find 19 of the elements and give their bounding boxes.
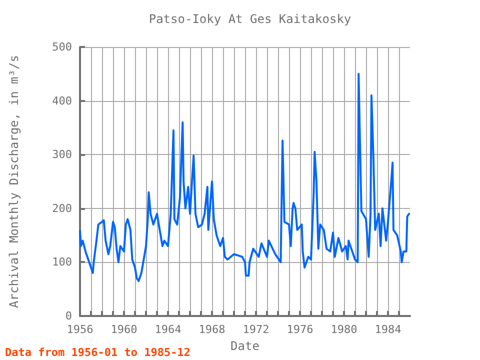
x-tick-label: 1980	[330, 323, 358, 336]
y-tick-label: 0	[65, 310, 72, 322]
chart-title: Patso-Ioky At Ges Kaitakosky	[148, 12, 352, 26]
x-tick-label: 1964	[154, 323, 182, 336]
x-axis-title: Date	[230, 338, 260, 353]
x-tick-label: 1960	[110, 323, 138, 336]
x-tick-label: 1976	[286, 323, 314, 336]
y-tick-label: 500	[52, 40, 72, 54]
line-series	[79, 72, 410, 282]
x-tick-label: 1972	[242, 323, 270, 336]
y-tick-label: 300	[52, 148, 72, 162]
y-axis-title: Archival Monthly Discharge, in m³/s	[7, 55, 21, 308]
y-tick-label: 400	[52, 94, 72, 108]
text: Data from 1956-01 to 1985-12	[5, 346, 190, 359]
x-tick-label: 1956	[66, 323, 94, 336]
x-tick-label: 1984	[374, 323, 402, 336]
x-tick-label: 1968	[198, 323, 226, 336]
y-tick-label: 200	[52, 202, 72, 215]
y-tick-label: 100	[52, 256, 72, 269]
